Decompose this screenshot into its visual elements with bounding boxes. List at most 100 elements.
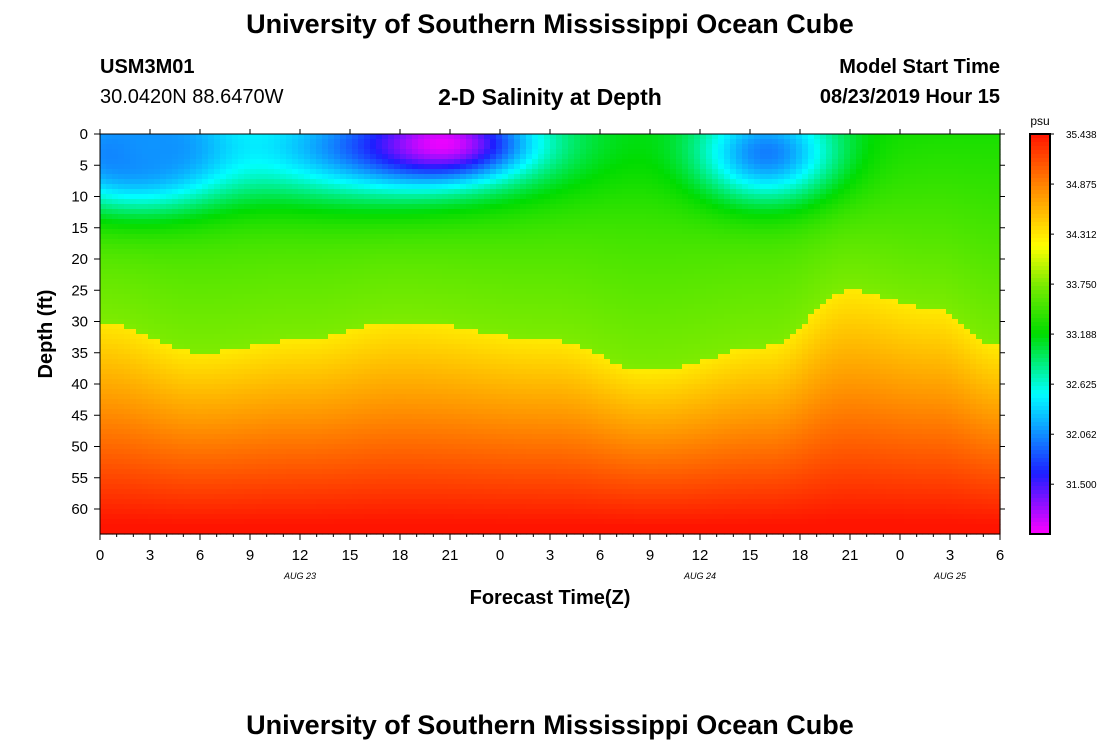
heatmap-cell — [166, 174, 173, 180]
heatmap-cell — [424, 164, 431, 170]
heatmap-cell — [130, 514, 137, 520]
heatmap-cell — [148, 504, 155, 510]
heatmap-cell — [280, 209, 287, 215]
heatmap-cell — [358, 514, 365, 520]
heatmap-cell — [412, 499, 419, 505]
heatmap-cell — [454, 394, 461, 400]
heatmap-cell — [370, 329, 377, 335]
heatmap-cell — [280, 289, 287, 295]
heatmap-cell — [430, 374, 437, 380]
heatmap-cell — [400, 284, 407, 290]
heatmap-cell — [382, 259, 389, 265]
heatmap-cell — [160, 449, 167, 455]
heatmap-cell — [322, 219, 329, 225]
heatmap-cell — [160, 149, 167, 155]
heatmap-cell — [124, 519, 131, 525]
heatmap-cell — [106, 419, 113, 425]
heatmap-cell — [364, 419, 371, 425]
heatmap-cell — [346, 434, 353, 440]
heatmap-cell — [268, 314, 275, 320]
heatmap-cell — [304, 169, 311, 175]
heatmap-cell — [442, 229, 449, 235]
heatmap-cell — [178, 444, 185, 450]
heatmap-cell — [268, 184, 275, 190]
heatmap-cell — [304, 439, 311, 445]
heatmap-cell — [220, 364, 227, 370]
heatmap-cell — [136, 339, 143, 345]
heatmap-cell — [346, 224, 353, 230]
heatmap-cell — [364, 324, 371, 330]
heatmap-cell — [184, 239, 191, 245]
heatmap-cell — [472, 144, 479, 150]
heatmap-cell — [274, 219, 281, 225]
heatmap-cell — [430, 484, 437, 490]
heatmap-cell — [238, 419, 245, 425]
heatmap-cell — [250, 489, 257, 495]
heatmap-cell — [406, 344, 413, 350]
heatmap-cell — [220, 329, 227, 335]
heatmap-cell — [382, 299, 389, 305]
heatmap-cell — [244, 204, 251, 210]
heatmap-cell — [328, 474, 335, 480]
heatmap-cell — [394, 529, 401, 535]
heatmap-cell — [112, 464, 119, 470]
heatmap-cell — [382, 524, 389, 530]
heatmap-cell — [202, 499, 209, 505]
heatmap-cell — [244, 229, 251, 235]
heatmap-cell — [208, 359, 215, 365]
heatmap-cell — [124, 459, 131, 465]
heatmap-cell — [370, 324, 377, 330]
heatmap-cell — [220, 264, 227, 270]
heatmap-cell — [334, 329, 341, 335]
heatmap-cell — [436, 369, 443, 375]
heatmap-cell — [178, 524, 185, 530]
heatmap-cell — [154, 159, 161, 165]
heatmap-cell — [334, 204, 341, 210]
heatmap-cell — [178, 304, 185, 310]
heatmap-cell — [184, 214, 191, 220]
heatmap-cell — [100, 309, 107, 315]
heatmap-cell — [472, 209, 479, 215]
heatmap-cell — [208, 384, 215, 390]
heatmap-cell — [250, 434, 257, 440]
heatmap-cell — [184, 494, 191, 500]
heatmap-cell — [112, 529, 119, 535]
heatmap-cell — [280, 349, 287, 355]
heatmap-cell — [286, 444, 293, 450]
heatmap-cell — [352, 454, 359, 460]
heatmap-cell — [394, 379, 401, 385]
heatmap-cell — [322, 139, 329, 145]
heatmap-cell — [460, 494, 467, 500]
heatmap-cell — [232, 464, 239, 470]
heatmap-cell — [436, 134, 443, 140]
heatmap-cell — [340, 264, 347, 270]
heatmap-cell — [106, 404, 113, 410]
heatmap-cell — [418, 214, 425, 220]
heatmap-cell — [358, 469, 365, 475]
heatmap-cell — [412, 194, 419, 200]
heatmap-cell — [148, 394, 155, 400]
heatmap-cell — [424, 449, 431, 455]
heatmap-cell — [286, 364, 293, 370]
heatmap-cell — [328, 464, 335, 470]
heatmap-cell — [436, 479, 443, 485]
heatmap-cell — [316, 139, 323, 145]
heatmap-cell — [430, 509, 437, 515]
heatmap-cell — [118, 244, 125, 250]
heatmap-cell — [172, 474, 179, 480]
heatmap-cell — [208, 139, 215, 145]
heatmap-cell — [160, 399, 167, 405]
heatmap-cell — [322, 339, 329, 345]
heatmap-cell — [280, 134, 287, 140]
heatmap-cell — [424, 144, 431, 150]
heatmap-cell — [262, 529, 269, 535]
heatmap-cell — [226, 284, 233, 290]
heatmap-cell — [130, 464, 137, 470]
heatmap-cell — [238, 214, 245, 220]
heatmap-cell — [286, 339, 293, 345]
heatmap-cell — [112, 329, 119, 335]
heatmap-cell — [214, 424, 221, 430]
heatmap-cell — [238, 244, 245, 250]
heatmap-cell — [286, 254, 293, 260]
